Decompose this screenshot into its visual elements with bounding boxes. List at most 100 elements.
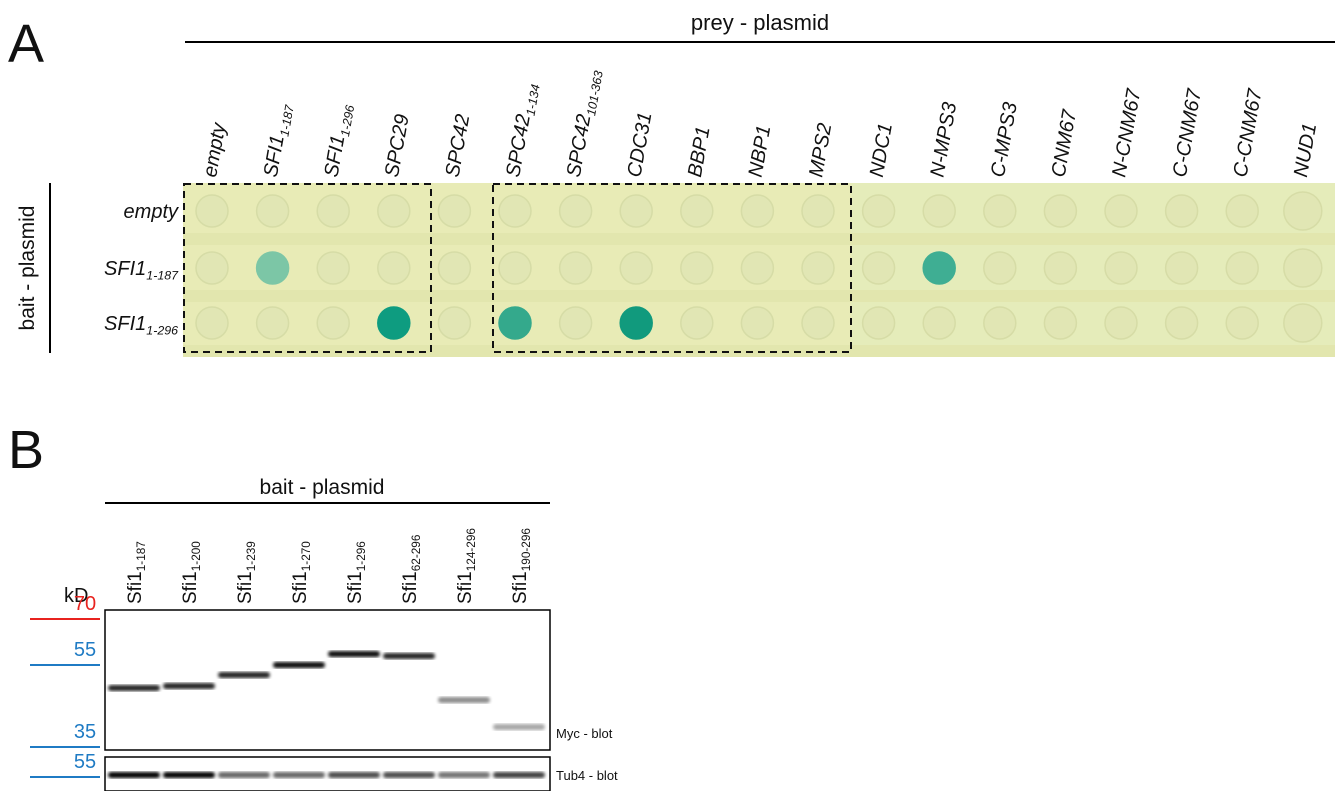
yeast-spot: [802, 252, 834, 284]
band: [383, 653, 435, 659]
label-name: SFI1: [260, 133, 289, 178]
yeast-spot: [681, 307, 713, 339]
marker-label: 55: [74, 751, 96, 773]
yeast-spot: [1044, 252, 1076, 284]
label-name: Sfi1: [455, 571, 476, 604]
label: Sfi11-239: [235, 541, 258, 604]
yeast-spot: [620, 195, 652, 227]
yeast-spot: [499, 307, 531, 339]
yeast-spot: [257, 307, 289, 339]
yeast-spot: [1226, 307, 1258, 339]
label-subscript: 101-363: [584, 70, 606, 117]
yeast-spot: [620, 307, 652, 339]
label-name: Sfi1: [125, 571, 146, 604]
label-subscript: 1-187: [146, 268, 179, 282]
yeast-spot: [681, 195, 713, 227]
yeast-spot: [984, 307, 1016, 339]
yeast-spot: [438, 252, 470, 284]
yeast-spot: [863, 252, 895, 284]
label-name: NBP1: [745, 124, 776, 179]
label: Sfi11-270: [290, 541, 313, 604]
label-subscript: 124-296: [465, 528, 478, 572]
yeast-spot: [196, 195, 228, 227]
label: empty: [124, 201, 179, 223]
label-name: Sfi1: [345, 571, 366, 604]
label: BBP1: [684, 125, 715, 179]
figure: A prey - plasmid bait - plasmid B bait -…: [0, 0, 1335, 791]
label-subscript: 62-296: [410, 534, 423, 571]
yeast-spot: [1105, 195, 1137, 227]
label: Sfi11-187: [125, 541, 148, 604]
yeast-spot: [196, 307, 228, 339]
bait-header: bait - plasmid: [16, 206, 39, 331]
yeast-spot: [741, 195, 773, 227]
yeast-spot: [317, 307, 349, 339]
label-name: Sfi1: [510, 571, 531, 604]
label-subscript: 1-187: [135, 541, 148, 571]
yeast-spot: [560, 195, 592, 227]
yeast-spot: [802, 195, 834, 227]
label-name: SPC42: [442, 113, 475, 179]
row-streak: [183, 233, 1335, 245]
label: N-CNM67: [1108, 87, 1145, 179]
label-name: Sfi1: [235, 571, 256, 604]
band: [108, 772, 160, 778]
label: NDC1: [866, 121, 897, 178]
label-name: N-CNM67: [1108, 87, 1145, 179]
yeast-spot: [741, 252, 773, 284]
yeast-spot: [438, 195, 470, 227]
band: [218, 672, 270, 678]
yeast-spot: [1284, 304, 1322, 342]
band: [493, 772, 545, 778]
label: C-CNM67: [1229, 87, 1266, 179]
label: SFI11-296: [104, 313, 178, 337]
yeast-spot: [1044, 195, 1076, 227]
label-subscript: 1-296: [146, 323, 178, 337]
label: SPC42101-363: [563, 68, 606, 180]
marker-label: 55: [74, 639, 96, 661]
yeast-spot: [923, 307, 955, 339]
yeast-spot: [1166, 195, 1198, 227]
blot-header: bait - plasmid: [260, 476, 385, 499]
label: Sfi11-296: [345, 541, 368, 604]
yeast-spot: [499, 252, 531, 284]
blot-label: Tub4 - blot: [556, 768, 618, 783]
label-name: CNM67: [1048, 107, 1082, 178]
yeast-spot: [257, 252, 289, 284]
band: [273, 662, 325, 668]
yeast-spot: [317, 252, 349, 284]
yeast-spot: [741, 307, 773, 339]
label: SPC29: [381, 113, 414, 179]
yeast-spot: [1226, 252, 1258, 284]
label-name: SPC29: [381, 113, 414, 179]
label: C-CNM67: [1169, 87, 1206, 179]
yeast-spot: [1166, 252, 1198, 284]
yeast-spot: [681, 252, 713, 284]
yeast-spot: [560, 307, 592, 339]
marker-label: 70: [74, 593, 96, 615]
yeast-spot: [923, 195, 955, 227]
yeast-spot: [257, 195, 289, 227]
prey-header: prey - plasmid: [691, 10, 829, 35]
label: Sfi11-200: [180, 541, 203, 604]
label-subscript: 1-239: [245, 541, 258, 571]
label-name: NUD1: [1290, 121, 1321, 178]
yeast-spot: [378, 307, 410, 339]
label-subscript: 1-296: [338, 104, 357, 138]
band: [383, 772, 435, 778]
yeast-spot: [317, 195, 349, 227]
yeast-spot: [196, 252, 228, 284]
label: Sfi1190-296: [510, 528, 533, 604]
label-name: C-MPS3: [987, 101, 1022, 179]
label-name: SFI1: [320, 133, 349, 178]
yeast-spot: [438, 307, 470, 339]
yeast-spot: [984, 195, 1016, 227]
label-subscript: 190-296: [520, 528, 533, 572]
band: [108, 685, 160, 691]
label-name: N-MPS3: [926, 101, 961, 179]
band: [163, 772, 215, 778]
yeast-spot: [620, 252, 652, 284]
band: [163, 683, 215, 689]
label: N-MPS3: [926, 101, 961, 179]
label-subscript: 1-296: [355, 541, 368, 572]
